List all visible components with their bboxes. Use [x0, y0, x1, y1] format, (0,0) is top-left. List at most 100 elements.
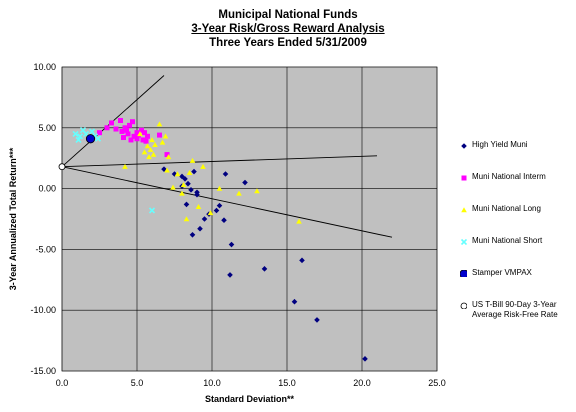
data-point-series-1	[131, 133, 137, 139]
plot-area	[61, 66, 438, 372]
tick-labels: 0.0 5.0 10.0 15.0 20.0 25.0 10.00 5.00 0.00 -5.00…	[30, 62, 445, 388]
data-point-series-2	[150, 151, 157, 157]
data-point-series-2	[146, 154, 152, 160]
data-points	[58, 118, 368, 362]
data-point-series-5	[58, 163, 66, 171]
legend-item-0: High Yield Muni	[460, 140, 576, 150]
data-point-series-2	[179, 190, 185, 196]
data-point-series-2	[162, 133, 169, 139]
data-point-series-1	[109, 120, 114, 126]
legend-label: High Yield Muni	[472, 140, 528, 149]
data-point-series-2	[189, 157, 196, 163]
data-point-series-0	[201, 216, 208, 222]
data-point-series-2	[200, 163, 206, 169]
legend-marker-shape	[460, 302, 467, 309]
legend-item-2: Muni National Long	[460, 204, 576, 214]
data-point-series-0	[188, 187, 194, 193]
y-tick-label: 0.00	[38, 184, 56, 194]
data-point-series-1	[145, 133, 150, 139]
data-point-series-1	[118, 118, 123, 124]
data-point-series-0	[242, 179, 248, 186]
data-point-series-1	[97, 130, 102, 136]
legend-label: Muni National Interm	[472, 172, 546, 181]
data-point-series-0	[194, 189, 200, 196]
legend-marker-shape	[460, 238, 467, 245]
data-point-series-2	[165, 154, 172, 160]
data-point-series-2	[144, 143, 151, 149]
data-point-series-0	[185, 180, 191, 187]
legend-label: Stamper VMPAX	[472, 268, 532, 277]
chart-subtitle: 3-Year Risk/Gross Reward Analysis	[191, 23, 385, 35]
x-tick-label: 15.0	[278, 378, 296, 388]
y-tick-label: -10.00	[30, 305, 56, 315]
data-point-series-2	[147, 146, 154, 152]
data-point-series-2	[236, 190, 242, 196]
legend-label: Muni National Short	[472, 236, 543, 245]
data-point-series-0	[189, 232, 196, 238]
data-point-series-1	[128, 137, 134, 143]
data-point-series-1	[140, 137, 146, 143]
chart-titles: Municipal National Funds 3-Year Risk/Gro…	[0, 8, 576, 50]
data-point-series-1	[104, 125, 110, 131]
data-point-series-1	[139, 127, 144, 133]
y-tick-label: -5.00	[35, 244, 56, 254]
legend-marker-shape	[461, 207, 467, 213]
y-tick-label: 10.00	[33, 62, 56, 72]
data-point-series-0	[197, 225, 203, 232]
data-point-series-0	[362, 356, 368, 362]
data-point-series-2	[170, 184, 176, 190]
data-point-series-2	[137, 131, 143, 137]
data-point-series-1	[125, 131, 131, 137]
data-point-series-1	[121, 135, 126, 141]
x-axis-label: Standard Deviation**	[205, 394, 295, 404]
data-point-series-3	[75, 136, 82, 144]
data-point-series-2	[122, 163, 128, 169]
legend-marker-shape	[461, 143, 467, 149]
data-point-series-2	[183, 216, 190, 222]
data-point-series-1	[157, 132, 162, 138]
x-tick-label: 10.0	[203, 378, 221, 388]
data-point-series-2	[152, 142, 158, 148]
legend-label: Muni National Long	[472, 204, 541, 213]
legend-marker-shape	[461, 175, 467, 181]
data-point-series-2	[186, 169, 193, 175]
data-point-series-0	[291, 298, 298, 305]
data-point-series-0	[314, 317, 320, 323]
x-tick-label: 5.0	[131, 378, 144, 388]
data-point-series-4	[85, 134, 96, 144]
chart-title: Municipal National Funds	[218, 9, 358, 21]
data-point-series-0	[216, 202, 223, 209]
data-point-series-3	[76, 133, 84, 140]
y-axis-label: 3-Year Annualized Total Return***	[8, 147, 18, 290]
data-point-series-2	[164, 167, 170, 173]
data-point-series-2	[159, 139, 166, 145]
data-point-series-2	[180, 182, 187, 188]
data-point-series-0	[183, 201, 190, 208]
data-point-series-0	[299, 257, 305, 264]
legend-label: US T-Bill 90-Day 3-Year Average Risk-Fre…	[472, 300, 558, 319]
data-point-series-1	[142, 130, 147, 136]
reference-line	[61, 166, 393, 238]
legend-item-3: Muni National Short	[460, 236, 576, 246]
legend-item-1: Muni National Interm	[460, 172, 576, 182]
data-point-series-0	[222, 171, 229, 177]
data-point-series-2	[195, 204, 202, 210]
data-point-series-3	[94, 135, 102, 142]
data-point-series-2	[174, 171, 181, 177]
data-point-series-1	[124, 127, 129, 133]
data-point-series-0	[213, 207, 220, 214]
legend-marker-3	[460, 238, 467, 245]
chart-subtitle-period: Three Years Ended 5/31/2009	[209, 37, 367, 49]
data-point-series-0	[191, 168, 197, 175]
data-point-series-0	[227, 272, 233, 278]
data-point-series-0	[182, 176, 188, 182]
data-point-series-3	[148, 207, 156, 214]
legend-marker-shape	[460, 270, 467, 277]
data-point-series-1	[130, 119, 135, 125]
data-point-series-2	[296, 218, 302, 224]
legend-marker-5	[460, 302, 467, 309]
data-point-series-2	[149, 137, 155, 143]
reference-line	[61, 155, 378, 168]
legend-item-5: US T-Bill 90-Day 3-Year Average Risk-Fre…	[460, 300, 576, 320]
